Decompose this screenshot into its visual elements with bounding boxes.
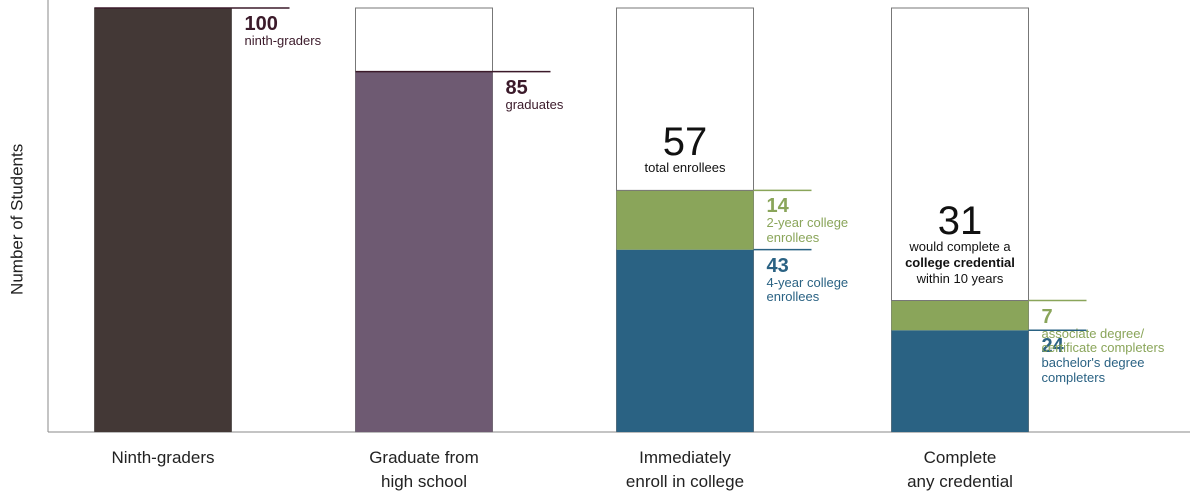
total-label: within 10 years: [916, 270, 1004, 286]
segment-label: bachelor's degree completers: [1041, 355, 1145, 385]
segment-label: ninth-graders: [244, 33, 322, 48]
bar-segment: [616, 249, 754, 432]
bar-segment: [891, 330, 1029, 432]
total-label: college credential: [905, 254, 1015, 270]
value-label: 14: [766, 195, 789, 218]
bar-segment: [94, 8, 232, 432]
value-label: 100: [244, 13, 278, 35]
segment-label: associate degree/ certificate completers: [1041, 325, 1165, 355]
x-tick-label: Graduate from high school: [369, 448, 479, 491]
bar-segment: [355, 71, 493, 432]
value-label: 85: [505, 76, 528, 99]
bar-segment: [616, 190, 754, 250]
segment-label: graduates: [505, 96, 564, 112]
total-value: 57: [662, 120, 708, 165]
value-label: 43: [766, 254, 789, 277]
total-label: total enrollees: [644, 160, 726, 176]
segment-label: 2-year college enrollees: [766, 215, 849, 245]
x-tick-label: Complete any credential: [907, 448, 1013, 491]
total-value: 31: [937, 198, 983, 243]
bar-segment: [891, 300, 1029, 331]
x-tick-label: Immediately enroll in college: [625, 448, 745, 491]
total-label: would complete a: [909, 238, 1011, 254]
x-tick-label: Ninth-graders: [111, 448, 215, 467]
value-label: 7: [1041, 305, 1053, 328]
segment-label: 4-year college enrollees: [766, 274, 849, 304]
value-label: 24: [1041, 335, 1064, 358]
y-axis-label: Number of Students: [7, 143, 27, 295]
